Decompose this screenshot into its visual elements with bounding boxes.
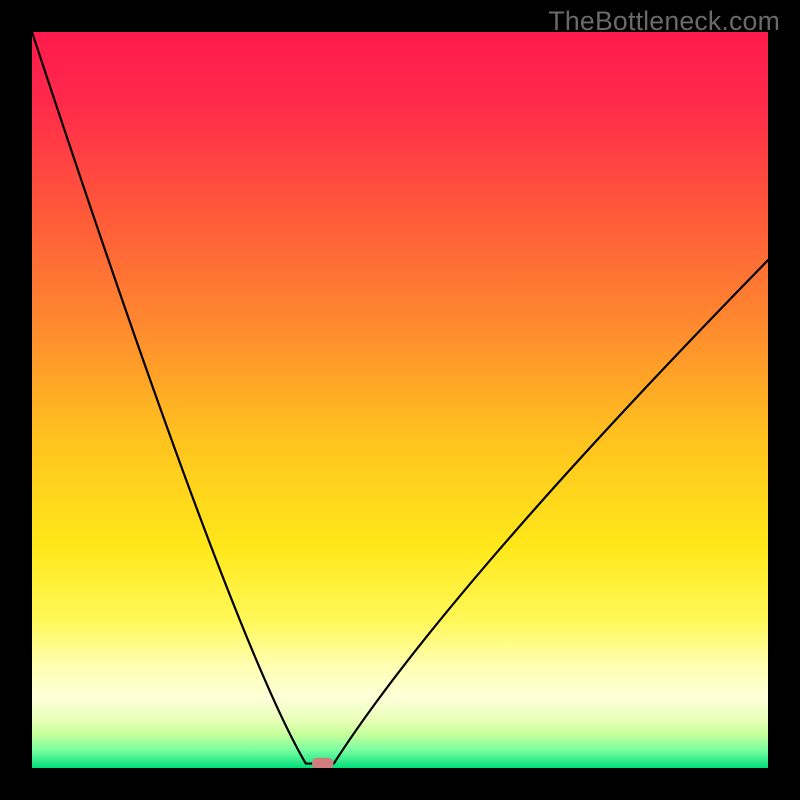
gradient-background <box>32 32 768 768</box>
plot-svg <box>32 32 768 768</box>
plot-area <box>32 32 768 768</box>
min-marker <box>312 758 333 768</box>
